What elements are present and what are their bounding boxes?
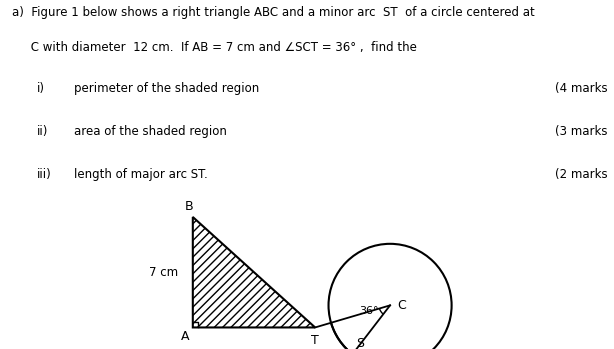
Text: i): i) (37, 82, 45, 95)
Text: iii): iii) (37, 168, 52, 181)
Text: C: C (397, 299, 406, 312)
Text: 7 cm: 7 cm (149, 266, 179, 279)
Text: area of the shaded region: area of the shaded region (74, 125, 227, 138)
Text: (3 marks: (3 marks (555, 125, 608, 138)
Text: (2 marks: (2 marks (555, 168, 608, 181)
Text: C with diameter  12 cm.  If AB = 7 cm and ∠SCT = 36° ,  find the: C with diameter 12 cm. If AB = 7 cm and … (12, 41, 417, 54)
Text: A: A (181, 330, 189, 343)
Text: B: B (185, 200, 193, 213)
Text: length of major arc ST.: length of major arc ST. (74, 168, 208, 181)
Text: S: S (357, 337, 365, 349)
Text: perimeter of the shaded region: perimeter of the shaded region (74, 82, 259, 95)
Polygon shape (193, 217, 315, 327)
Text: 36°: 36° (359, 306, 379, 316)
Text: a)  Figure 1 below shows a right triangle ABC and a minor arc  ST  of a circle c: a) Figure 1 below shows a right triangle… (12, 6, 535, 19)
Text: ii): ii) (37, 125, 49, 138)
Text: (4 marks: (4 marks (555, 82, 608, 95)
Text: T: T (311, 334, 319, 347)
